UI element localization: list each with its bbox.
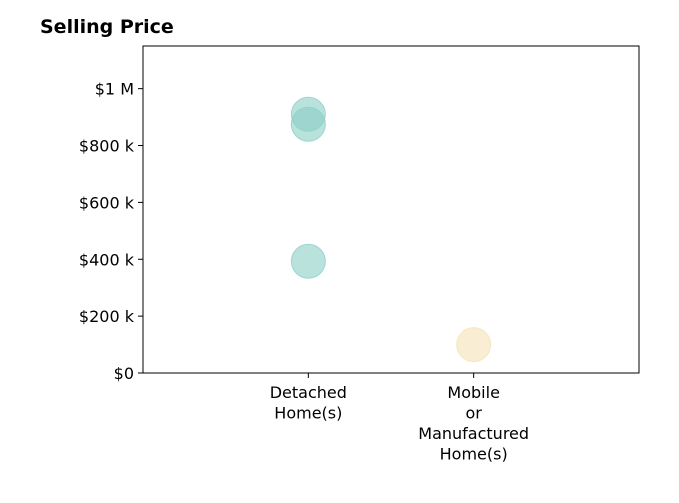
data-point-1 <box>290 106 326 142</box>
chart-title: Selling Price <box>40 16 174 38</box>
x-tick-label: Detached Home(s) <box>270 383 347 423</box>
data-point-2 <box>290 243 326 279</box>
y-tick-label: $1 M <box>95 80 134 99</box>
y-tick-label: $200 k <box>79 307 135 326</box>
y-tick-label: $400 k <box>79 250 135 269</box>
y-tick-label: $0 <box>114 364 134 383</box>
plot-frame <box>142 45 640 374</box>
x-tick-label: Mobile or Manufactured Home(s) <box>418 383 529 464</box>
data-point-3 <box>456 327 492 363</box>
y-tick-label: $600 k <box>79 193 135 212</box>
y-tick-label: $800 k <box>79 137 135 156</box>
